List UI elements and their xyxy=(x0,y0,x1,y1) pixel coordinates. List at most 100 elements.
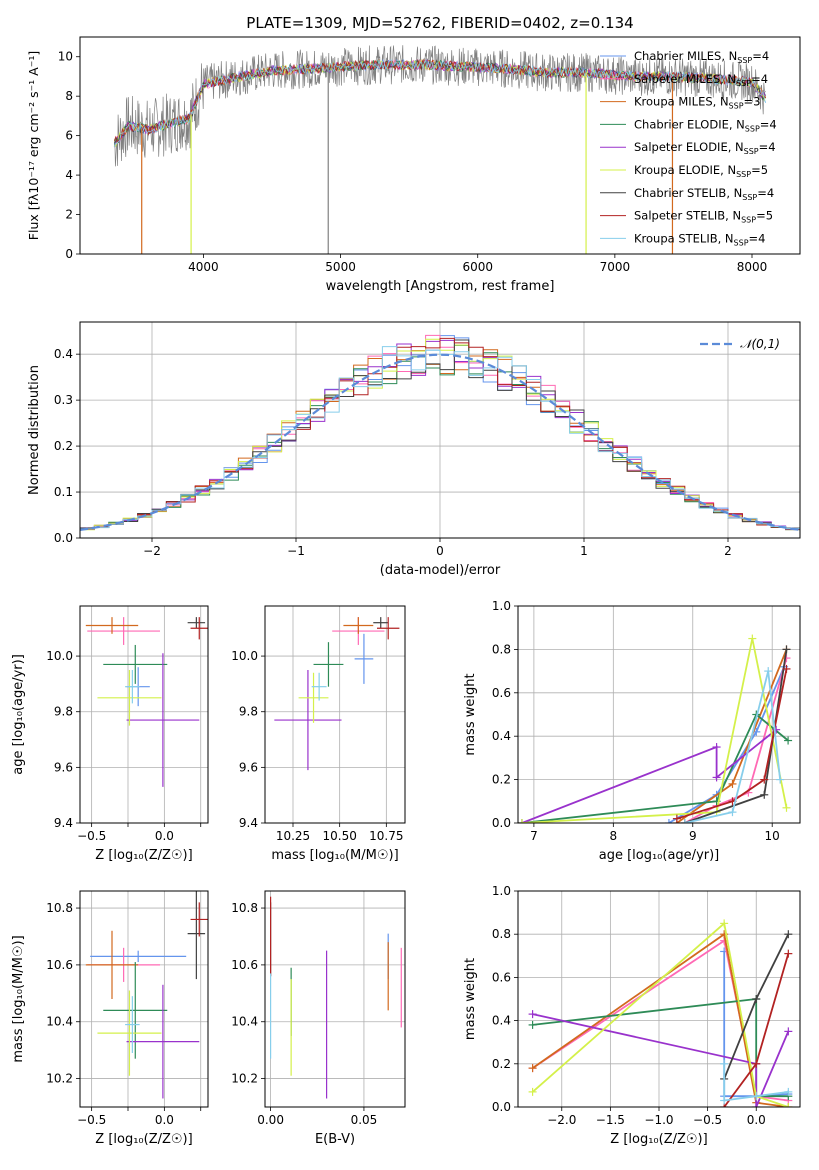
axis-label-x: age [log₁₀(age/yr)] xyxy=(599,848,720,863)
tick-label-x: −1.0 xyxy=(644,1113,673,1127)
tick-label-x: 7 xyxy=(530,829,538,843)
axes-age_vs_z: −0.5 0.0 9.4 9.6 9.8 10.0 Z [log₁₀(Z/Z☉)] age [… xyxy=(11,606,208,863)
lines-massweight_vs_age xyxy=(518,634,793,823)
tick-label-y: 10.4 xyxy=(46,1015,73,1029)
axis-label-y: Normed distribution xyxy=(27,365,42,495)
tick-label-x: −2 xyxy=(143,544,161,558)
axes-frame xyxy=(79,890,209,1108)
axes-residuals: −2 −1 0 1 2 0.0 0.1 0.2 0.3 0.4 (data-model)/error… xyxy=(27,322,800,578)
tick-label-y: 6 xyxy=(65,129,73,143)
tick-label-y: 0.0 xyxy=(492,816,511,830)
axes-frame xyxy=(264,605,406,824)
axes-spectrum: 4000 5000 6000 7000 8000 0 2 4 6 8 10 wavelength [A… xyxy=(26,50,767,294)
legend-label: Kroupa ELODIE, NSSP=5 xyxy=(634,163,768,179)
axis-label-x: (data-model)/error xyxy=(380,563,501,578)
legend-spectrum: Chabrier MILES, NSSP=4 Salpeter MILES, NS… xyxy=(600,49,777,247)
tick-label-y: 0.2 xyxy=(54,439,73,453)
legend-label: Salpeter MILES, NSSP=4 xyxy=(634,72,768,88)
axis-label-y: mass weight xyxy=(463,673,478,755)
tick-label-y: 10.0 xyxy=(46,649,73,663)
tick-label-y: 8 xyxy=(65,89,73,103)
tick-label-y: 0.8 xyxy=(492,642,511,656)
tick-label-x: 4000 xyxy=(188,260,219,274)
tick-label-y: 0.2 xyxy=(492,773,511,787)
legend-label: Salpeter STELIB, NSSP=5 xyxy=(634,209,773,225)
axis-label-x: mass [log₁₀(M/M☉)] xyxy=(271,848,398,863)
tick-label-y: 0.0 xyxy=(54,531,73,545)
tick-label-y: 10.6 xyxy=(46,958,73,972)
axis-label-x: Z [log₁₀(Z/Z☉)] xyxy=(95,1132,192,1147)
weight-line-5 xyxy=(521,638,788,823)
axes-mass_vs_z: −0.5 0.0 10.2 10.4 10.6 10.8 Z [log₁₀(Z/Z☉)] ma… xyxy=(11,891,208,1147)
weight-line-7 xyxy=(676,668,788,820)
weight-line-2 xyxy=(532,932,789,1107)
tick-label-y: 0.4 xyxy=(54,347,73,361)
tick-label-y: 4 xyxy=(65,168,73,182)
tick-label-y: 9.6 xyxy=(239,760,258,774)
axis-label-x: E(B-V) xyxy=(315,1132,355,1147)
axes-frame xyxy=(517,890,801,1108)
tick-label-y: 0.3 xyxy=(54,393,73,407)
weight-line-8 xyxy=(723,1063,789,1102)
axes-frame xyxy=(79,605,209,824)
weight-line-8 xyxy=(684,670,781,823)
tick-label-x: 0.0 xyxy=(155,1113,174,1127)
tick-label-y: 10.4 xyxy=(231,1015,258,1029)
tick-label-x: 10 xyxy=(765,829,780,843)
tick-label-x: 0.00 xyxy=(257,1113,284,1127)
tick-label-x: 0.0 xyxy=(155,829,174,843)
tick-label-y: 0 xyxy=(65,247,73,261)
axis-label-x: Z [log₁₀(Z/Z☉)] xyxy=(610,1132,707,1147)
tick-label-x: 0.0 xyxy=(747,1113,766,1127)
tick-label-y: 0.0 xyxy=(492,1100,511,1114)
axis-label-x: wavelength [Angstrom, rest frame] xyxy=(326,279,555,294)
tick-label-x: 2 xyxy=(724,544,732,558)
tick-label-y: 10.8 xyxy=(231,901,258,915)
tick-label-y: 10.6 xyxy=(231,958,258,972)
histograms xyxy=(80,334,800,538)
tick-label-x: −2.0 xyxy=(547,1113,576,1127)
tick-label-y: 10 xyxy=(58,50,73,64)
errorbars-mass_vs_z xyxy=(85,891,208,1099)
tick-label-x: 10.75 xyxy=(369,829,403,843)
weight-line-0 xyxy=(668,666,785,823)
legend-label: Chabrier STELIB, NSSP=4 xyxy=(634,186,774,202)
tick-label-y: 9.4 xyxy=(239,816,258,830)
tick-label-y: 0.8 xyxy=(492,927,511,941)
lines-massweight_vs_z xyxy=(528,919,793,1107)
axes-frame xyxy=(264,890,406,1108)
axes-mass_vs_ebv: 0.00 0.05 10.2 10.4 10.6 10.8 E(B-V) xyxy=(231,891,405,1147)
tick-label-x: 8 xyxy=(610,829,618,843)
weight-line-3 xyxy=(532,997,789,1098)
tick-label-x: −0.5 xyxy=(77,1113,106,1127)
tick-label-y: 0.2 xyxy=(492,1057,511,1071)
tick-label-x: 5000 xyxy=(325,260,356,274)
tick-label-y: 1.0 xyxy=(492,599,511,613)
spectrum-lines xyxy=(113,45,767,254)
tick-label-y: 1.0 xyxy=(492,884,511,898)
tick-label-x: 8000 xyxy=(737,260,768,274)
tick-label-y: 0.4 xyxy=(492,729,511,743)
legend-residuals: 𝒩(0,1) xyxy=(700,337,780,351)
axes-frame xyxy=(79,36,801,255)
legend-label: 𝒩(0,1) xyxy=(740,337,780,351)
weight-line-0 xyxy=(723,951,789,1098)
errorbars-mass_vs_ebv xyxy=(270,896,402,1099)
tick-label-x: 0 xyxy=(436,544,444,558)
tick-label-x: 9 xyxy=(689,829,697,843)
tick-label-x: −0.5 xyxy=(77,829,106,843)
axis-label-y: mass [log₁₀(M/M☉)] xyxy=(11,935,26,1062)
tick-label-x: −1 xyxy=(287,544,305,558)
tick-label-x: 7000 xyxy=(600,260,631,274)
tick-label-y: 9.8 xyxy=(54,705,73,719)
errorbars-age_vs_mass xyxy=(274,617,400,771)
normal-curve xyxy=(80,353,800,531)
tick-label-x: 1 xyxy=(580,544,588,558)
histogram-8 xyxy=(80,346,800,538)
legend-label: Chabrier ELODIE, NSSP=4 xyxy=(634,117,777,133)
axis-label-y: Flux [fλ10⁻¹⁷ erg cm⁻² s⁻¹ A⁻¹] xyxy=(26,51,41,240)
legend-label: Salpeter ELODIE, NSSP=4 xyxy=(634,140,776,156)
weight-line-5 xyxy=(532,921,789,1107)
weight-line-3 xyxy=(521,713,789,823)
